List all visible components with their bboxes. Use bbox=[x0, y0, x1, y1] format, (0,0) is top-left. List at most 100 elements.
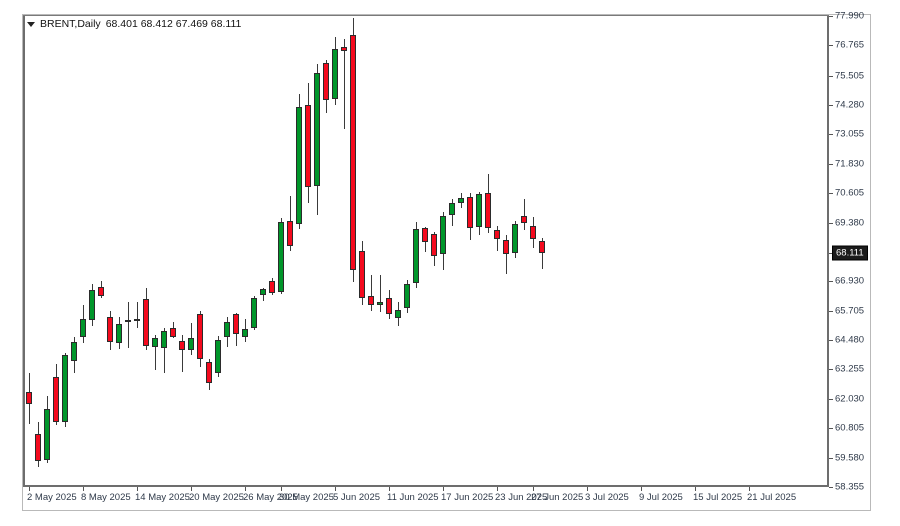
candle-wick bbox=[541, 237, 543, 269]
candlestick bbox=[314, 16, 320, 487]
price-axis-label: 58.355 bbox=[835, 481, 865, 493]
candlestick bbox=[89, 16, 95, 487]
top-axis-line bbox=[23, 15, 829, 16]
candlestick bbox=[467, 16, 473, 487]
candlestick bbox=[413, 16, 419, 487]
price-axis-label: 66.930 bbox=[835, 275, 865, 287]
candlestick bbox=[53, 16, 59, 487]
time-axis-tick bbox=[191, 487, 192, 491]
candle-body-bearish bbox=[503, 240, 509, 255]
candlestick bbox=[395, 16, 401, 487]
candlestick bbox=[341, 16, 347, 487]
time-axis-label: 3 Jul 2025 bbox=[585, 492, 629, 503]
time-axis[interactable]: 2 May 2025 8 May 2025 14 May 2025 20 May 20… bbox=[23, 487, 872, 511]
candle-body-bearish bbox=[422, 228, 428, 243]
candlestick bbox=[116, 16, 122, 487]
candle-body-bullish bbox=[89, 290, 95, 321]
candle-body-bearish bbox=[485, 193, 491, 229]
candlestick bbox=[269, 16, 275, 487]
candle-body-bearish bbox=[467, 196, 473, 229]
candle-body-bullish bbox=[62, 355, 68, 423]
time-axis-tick bbox=[497, 487, 498, 491]
candlestick bbox=[188, 16, 194, 487]
price-axis-tick bbox=[829, 369, 833, 371]
price-axis-label: 63.255 bbox=[835, 363, 865, 375]
candle-body-bullish bbox=[251, 297, 257, 328]
candle-body-bearish bbox=[386, 297, 392, 315]
time-axis-tick bbox=[695, 487, 696, 491]
candlestick bbox=[107, 16, 113, 487]
candlestick bbox=[278, 16, 284, 487]
candle-body-bullish bbox=[476, 194, 482, 227]
candlestick bbox=[179, 16, 185, 487]
candlestick bbox=[260, 16, 266, 487]
time-axis-tick bbox=[245, 487, 246, 491]
candle-body-bearish bbox=[170, 327, 176, 338]
candle-body-bullish bbox=[404, 284, 410, 309]
candlestick bbox=[485, 16, 491, 487]
candle-wick bbox=[181, 334, 183, 372]
candle-body-bullish bbox=[116, 324, 122, 344]
candle-body-bullish bbox=[134, 318, 140, 321]
candlestick bbox=[35, 16, 41, 487]
price-axis-tick bbox=[829, 134, 833, 136]
candlestick bbox=[80, 16, 86, 487]
candlestick bbox=[242, 16, 248, 487]
candle-body-bullish bbox=[80, 319, 86, 338]
candlestick bbox=[404, 16, 410, 487]
time-axis-tick bbox=[83, 487, 84, 491]
candle-wick bbox=[136, 302, 138, 328]
current-price-tag: 68.111 bbox=[832, 245, 868, 261]
candle-body-bearish bbox=[206, 362, 212, 383]
candlestick-plot-area[interactable] bbox=[25, 16, 829, 487]
time-axis-tick bbox=[443, 487, 444, 491]
time-axis-label: 23 Jun 2025 bbox=[495, 492, 548, 503]
candle-body-bearish bbox=[98, 286, 104, 297]
price-axis-tick bbox=[829, 310, 833, 312]
candlestick bbox=[476, 16, 482, 487]
candle-wick bbox=[370, 274, 372, 311]
time-axis-label: 11 Jun 2025 bbox=[387, 492, 439, 503]
candlestick bbox=[458, 16, 464, 487]
ohlc-values-label: 68.401 68.412 67.469 68.111 bbox=[105, 18, 242, 30]
price-axis[interactable]: 77.990 76.765 75.505 74.280 73.055 71.830 70.6… bbox=[829, 11, 872, 493]
price-axis-label: 65.705 bbox=[835, 305, 865, 317]
candle-body-bullish bbox=[377, 302, 383, 305]
candle-body-bullish bbox=[413, 229, 419, 284]
candle-body-bearish bbox=[269, 280, 275, 293]
candle-body-bearish bbox=[323, 62, 329, 100]
left-axis-line bbox=[23, 15, 25, 487]
candle-body-bearish bbox=[350, 34, 356, 271]
candlestick bbox=[431, 16, 437, 487]
price-axis-label: 59.580 bbox=[835, 452, 865, 464]
time-axis-tick bbox=[749, 487, 750, 491]
plot-frame bbox=[23, 15, 829, 487]
candlestick bbox=[521, 16, 527, 487]
time-axis-tick bbox=[389, 487, 390, 491]
candlestick bbox=[206, 16, 212, 487]
candle-body-bearish bbox=[359, 250, 365, 298]
candle-body-bearish bbox=[530, 225, 536, 239]
chart-window: BRENT,Daily 68.401 68.412 67.469 68.111 … bbox=[22, 11, 872, 511]
candlestick bbox=[368, 16, 374, 487]
candlestick bbox=[170, 16, 176, 487]
price-axis-tick bbox=[829, 16, 833, 17]
time-axis-label: 2 May 2025 bbox=[27, 492, 77, 503]
candle-wick bbox=[163, 327, 165, 374]
time-axis-label: 9 Jul 2025 bbox=[639, 492, 683, 503]
candle-body-bearish bbox=[305, 104, 311, 188]
time-axis-tick bbox=[335, 487, 336, 491]
time-axis-label: 8 May 2025 bbox=[81, 492, 131, 503]
candlestick bbox=[125, 16, 131, 487]
price-axis-tick bbox=[829, 45, 833, 47]
candlestick bbox=[512, 16, 518, 487]
candle-wick bbox=[127, 302, 129, 348]
caret-down-icon[interactable] bbox=[27, 22, 35, 27]
price-axis-label: 74.280 bbox=[835, 99, 865, 111]
candle-wick bbox=[505, 235, 507, 274]
time-axis-label: 20 May 2025 bbox=[189, 492, 244, 503]
candlestick bbox=[251, 16, 257, 487]
candle-body-bullish bbox=[458, 198, 464, 203]
candle-body-bullish bbox=[152, 338, 158, 347]
